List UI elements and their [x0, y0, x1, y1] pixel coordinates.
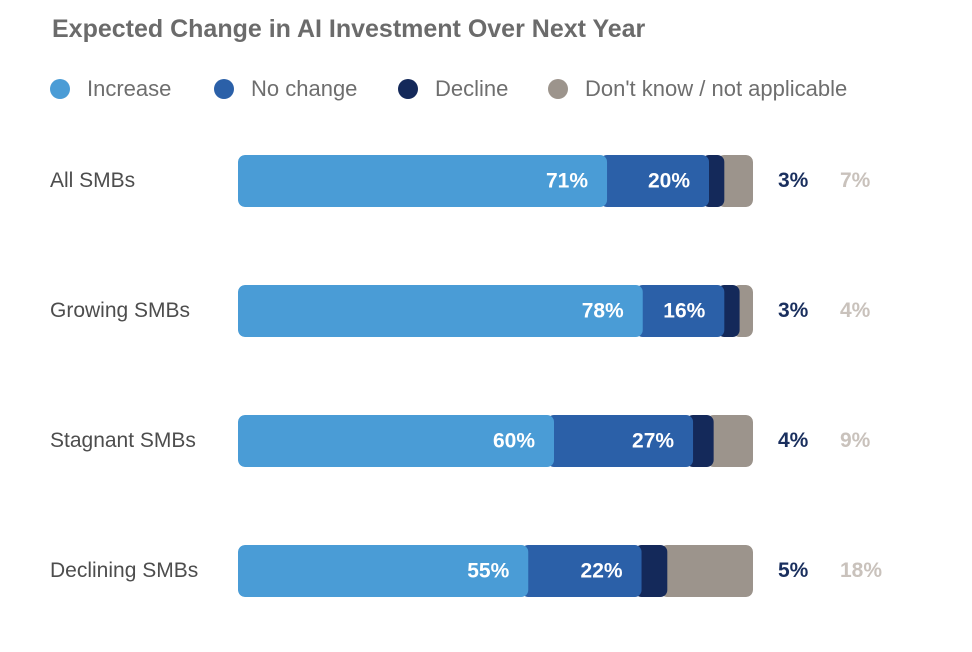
data-label-declining-smbs-don-t-know-not-applicable: 18%	[840, 559, 883, 582]
legend-item-no-change: No change	[214, 76, 357, 102]
legend-swatch-no-change	[214, 79, 234, 99]
legend-label-decline: Decline	[435, 76, 509, 101]
bar-all-smbs-don-t-know-not-applicable	[717, 155, 753, 207]
legend-item-increase: Increase	[50, 76, 171, 102]
bar-stagnant-smbs-don-t-know-not-applicable	[706, 415, 753, 467]
category-label-stagnant-smbs: Stagnant SMBs	[50, 429, 196, 452]
data-label-stagnant-smbs-don-t-know-not-applicable: 9%	[840, 429, 871, 452]
bar-stagnant-smbs-no-change	[547, 415, 694, 467]
bar-growing-smbs-increase	[238, 285, 643, 337]
data-label-growing-smbs-decline: 3%	[778, 299, 809, 322]
legend-item-decline: Decline	[398, 76, 508, 102]
legend-swatch-dont-know	[548, 79, 568, 99]
bar-declining-smbs-no-change	[521, 545, 642, 597]
bar-group-declining-smbs	[238, 545, 753, 597]
data-label-declining-smbs-decline: 5%	[778, 559, 809, 582]
bar-growing-smbs-no-change	[635, 285, 725, 337]
category-label-growing-smbs: Growing SMBs	[50, 299, 191, 322]
bar-declining-smbs-don-t-know-not-applicable	[660, 545, 753, 597]
data-label-all-smbs-increase: 71%	[546, 170, 588, 193]
data-label-growing-smbs-don-t-know-not-applicable: 4%	[840, 299, 871, 322]
bar-declining-smbs-increase	[238, 545, 529, 597]
legend-swatch-decline	[398, 79, 418, 99]
data-label-declining-smbs-no-change: 22%	[581, 560, 623, 583]
bar-declining-smbs-decline	[634, 545, 668, 597]
chart-title: Expected Change in AI Investment Over Ne…	[52, 15, 646, 43]
data-label-stagnant-smbs-no-change: 27%	[632, 430, 674, 453]
bar-stagnant-smbs-increase	[238, 415, 554, 467]
data-label-all-smbs-decline: 3%	[778, 169, 809, 192]
legend-label-dont-know: Don't know / not applicable	[585, 76, 848, 101]
data-label-stagnant-smbs-increase: 60%	[493, 430, 535, 453]
legend-label-increase: Increase	[87, 76, 172, 101]
legend-swatch-increase	[50, 79, 70, 99]
data-label-growing-smbs-no-change: 16%	[663, 300, 705, 323]
category-label-all-smbs: All SMBs	[50, 169, 136, 192]
bar-group-stagnant-smbs	[238, 415, 753, 467]
data-label-growing-smbs-increase: 78%	[582, 300, 624, 323]
legend-label-no-change: No change	[251, 76, 358, 101]
data-label-declining-smbs-increase: 55%	[467, 560, 509, 583]
bar-group-all-smbs	[238, 155, 753, 207]
legend-item-dont-know: Don't know / not applicable	[548, 76, 847, 102]
data-label-all-smbs-don-t-know-not-applicable: 7%	[840, 169, 871, 192]
bar-all-smbs-no-change	[600, 155, 710, 207]
data-label-stagnant-smbs-decline: 4%	[778, 429, 809, 452]
bar-all-smbs-increase	[238, 155, 608, 207]
category-label-declining-smbs: Declining SMBs	[50, 559, 199, 582]
bar-group-growing-smbs	[238, 285, 753, 337]
data-label-all-smbs-no-change: 20%	[648, 170, 690, 193]
